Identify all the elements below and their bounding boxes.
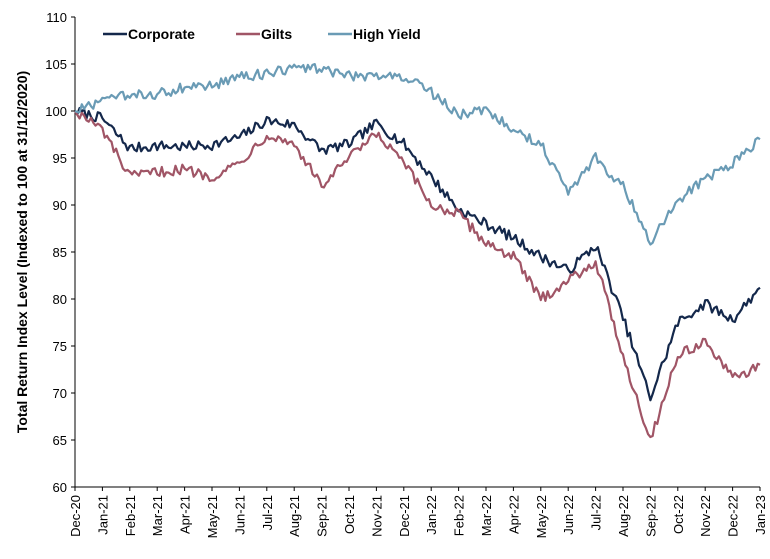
x-tick-label: Sep-21 [315,495,330,537]
x-tick-label: Nov-22 [698,495,713,537]
legend-label: Gilts [261,26,292,42]
y-tick-label: 95 [53,151,67,166]
y-tick-label: 75 [53,339,67,354]
x-tick-label: Jan-23 [753,495,768,535]
y-tick-label: 105 [45,57,67,72]
x-tick-label: Jul-21 [260,495,275,530]
x-tick-label: Dec-20 [68,495,83,537]
x-tick-label: Feb-21 [123,495,138,536]
y-axis-title: Total Return Index Level (Indexed to 100… [14,71,30,433]
x-tick-label: Jun-22 [561,495,576,535]
y-tick-label: 90 [53,198,67,213]
y-tick-label: 85 [53,245,67,260]
x-tick-label: Aug-21 [287,495,302,537]
x-tick-label: Mar-21 [150,495,165,536]
series-lines [74,62,761,441]
x-tick-label: Jun-21 [232,495,247,535]
x-tick-label: Nov-21 [369,495,384,537]
series-line-corporate [74,106,761,402]
x-tick-label: Dec-21 [397,495,412,537]
legend-label: Corporate [128,26,195,42]
x-tick-label: Dec-22 [726,495,741,537]
legend: Corporate Gilts High Yield [103,26,421,42]
series-line-gilts [74,110,761,439]
y-tick-label: 100 [45,104,67,119]
y-tick-label: 60 [53,480,67,495]
x-tick-label: Oct-21 [342,495,357,534]
x-tick-label: Jan-21 [95,495,110,535]
y-tick-label: 65 [53,433,67,448]
y-tick-label: 110 [46,10,67,25]
y-tick-label: 70 [53,386,67,401]
x-tick-label: Apr-22 [506,495,521,534]
x-tick-label: Feb-22 [452,495,467,536]
x-tick-label: Apr-21 [178,495,193,534]
axes: 60 65 70 75 80 85 90 95 100 105 110 Dec-20 Jan-21 Feb… [45,10,768,538]
x-tick-label: Jan-22 [424,495,439,535]
x-tick-label: Sep-22 [643,495,658,537]
series-line-high-yield [74,62,761,246]
x-tick-label: Aug-22 [616,495,631,537]
y-tick-label: 80 [53,292,67,307]
x-tick-label: May-22 [534,495,549,538]
x-tick-label: Jul-22 [589,495,604,530]
x-tick-label: Mar-22 [479,495,494,536]
x-tick-label: Oct-22 [671,495,686,534]
legend-label: High Yield [353,26,421,42]
x-tick-label: May-21 [205,495,220,538]
